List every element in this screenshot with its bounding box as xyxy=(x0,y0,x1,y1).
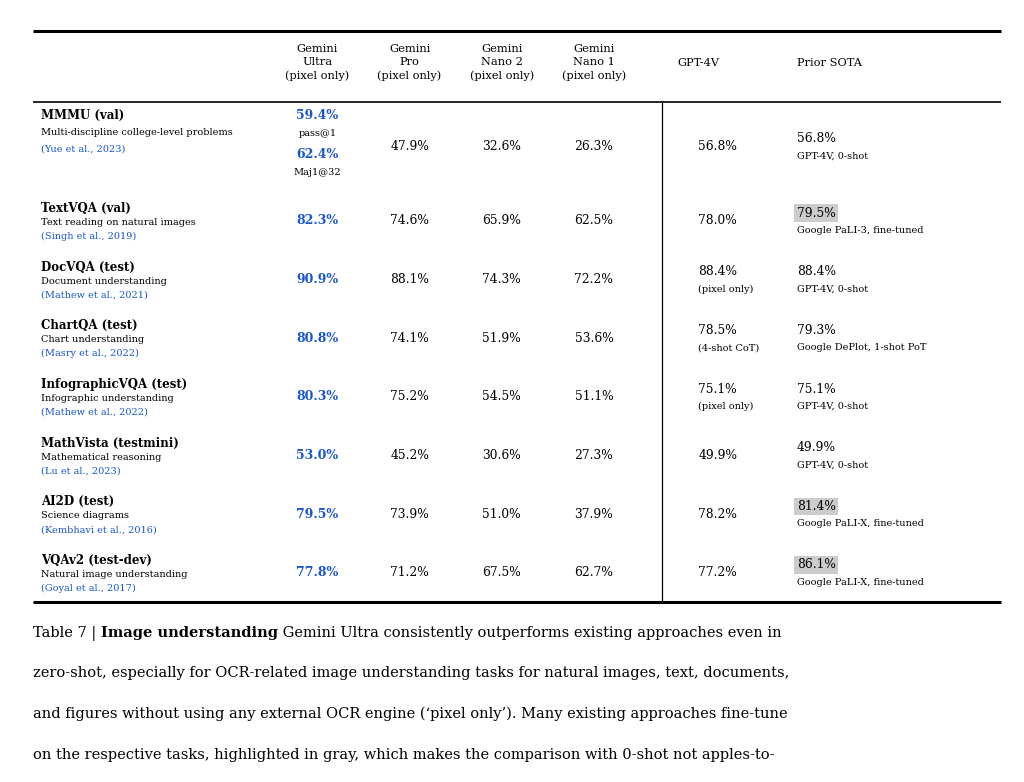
Text: (Singh et al., 2019): (Singh et al., 2019) xyxy=(41,232,136,241)
Text: 78.0%: 78.0% xyxy=(698,214,737,228)
Text: Gemini
Nano 2
(pixel only): Gemini Nano 2 (pixel only) xyxy=(470,45,534,81)
Text: 75.1%: 75.1% xyxy=(797,382,836,396)
Text: 53.0%: 53.0% xyxy=(296,449,339,462)
Text: 74.1%: 74.1% xyxy=(390,332,429,345)
Text: 78.5%: 78.5% xyxy=(698,324,737,337)
Text: (Lu et al., 2023): (Lu et al., 2023) xyxy=(41,467,121,475)
Text: Google DePlot, 1-shot PoT: Google DePlot, 1-shot PoT xyxy=(797,343,926,352)
Text: 53.6%: 53.6% xyxy=(574,332,613,345)
Text: GPT-4V, 0-shot: GPT-4V, 0-shot xyxy=(797,461,867,469)
Text: GPT-4V: GPT-4V xyxy=(677,58,720,67)
Text: (pixel only): (pixel only) xyxy=(698,402,754,411)
Text: 62.7%: 62.7% xyxy=(574,566,613,579)
Text: Prior SOTA: Prior SOTA xyxy=(797,58,861,67)
Text: 79.5%: 79.5% xyxy=(797,206,836,220)
Text: Gemini
Nano 1
(pixel only): Gemini Nano 1 (pixel only) xyxy=(562,45,626,81)
Text: (Mathew et al., 2022): (Mathew et al., 2022) xyxy=(41,408,147,417)
Text: GPT-4V, 0-shot: GPT-4V, 0-shot xyxy=(797,152,867,160)
Text: (Kembhavi et al., 2016): (Kembhavi et al., 2016) xyxy=(41,526,157,534)
Text: Google PaLI-3, fine-tuned: Google PaLI-3, fine-tuned xyxy=(797,226,924,235)
Text: 88.4%: 88.4% xyxy=(797,265,836,278)
Text: 49.9%: 49.9% xyxy=(797,441,836,454)
Text: 79.3%: 79.3% xyxy=(797,324,836,337)
Text: 49.9%: 49.9% xyxy=(698,449,737,462)
Text: 45.2%: 45.2% xyxy=(390,449,429,462)
Text: 37.9%: 37.9% xyxy=(574,508,613,521)
Text: Google PaLI-X, fine-tuned: Google PaLI-X, fine-tuned xyxy=(797,519,924,528)
Text: GPT-4V, 0-shot: GPT-4V, 0-shot xyxy=(797,402,867,411)
Text: 81.4%: 81.4% xyxy=(797,500,836,513)
Text: Gemini
Pro
(pixel only): Gemini Pro (pixel only) xyxy=(378,45,441,81)
Text: (4-shot CoT): (4-shot CoT) xyxy=(698,343,760,352)
Text: Science diagrams: Science diagrams xyxy=(41,511,129,520)
Text: Mathematical reasoning: Mathematical reasoning xyxy=(41,453,162,461)
Text: 75.1%: 75.1% xyxy=(698,382,737,396)
Text: 88.1%: 88.1% xyxy=(390,273,429,286)
Text: Gemini Ultra consistently outperforms existing approaches even in: Gemini Ultra consistently outperforms ex… xyxy=(278,626,781,640)
Text: 75.2%: 75.2% xyxy=(390,390,429,404)
Text: Natural image understanding: Natural image understanding xyxy=(41,570,187,579)
Text: Chart understanding: Chart understanding xyxy=(41,335,144,344)
Text: TextVQA (val): TextVQA (val) xyxy=(41,202,131,215)
Text: 51.1%: 51.1% xyxy=(574,390,613,404)
Text: VQAv2 (test-dev): VQAv2 (test-dev) xyxy=(41,554,152,567)
Text: (Goyal et al., 2017): (Goyal et al., 2017) xyxy=(41,584,136,593)
Text: 77.8%: 77.8% xyxy=(296,566,339,579)
Text: on the respective tasks, highlighted in gray, which makes the comparison with 0-: on the respective tasks, highlighted in … xyxy=(33,748,774,762)
Text: 77.2%: 77.2% xyxy=(698,566,737,579)
Text: 67.5%: 67.5% xyxy=(482,566,521,579)
Text: Infographic understanding: Infographic understanding xyxy=(41,394,174,403)
Text: zero-shot, especially for OCR-related image understanding tasks for natural imag: zero-shot, especially for OCR-related im… xyxy=(33,666,790,680)
Text: 82.3%: 82.3% xyxy=(296,214,339,228)
Text: 51.0%: 51.0% xyxy=(482,508,521,521)
Text: 80.3%: 80.3% xyxy=(296,390,339,404)
Text: Maj1@32: Maj1@32 xyxy=(294,167,341,177)
Text: 54.5%: 54.5% xyxy=(482,390,521,404)
Text: Google PaLI-X, fine-tuned: Google PaLI-X, fine-tuned xyxy=(797,578,924,586)
Text: DocVQA (test): DocVQA (test) xyxy=(41,260,135,274)
Text: 71.2%: 71.2% xyxy=(390,566,429,579)
Text: 51.9%: 51.9% xyxy=(482,332,521,345)
Text: pass@1: pass@1 xyxy=(298,129,337,138)
Text: Image understanding: Image understanding xyxy=(100,626,278,640)
Text: ChartQA (test): ChartQA (test) xyxy=(41,319,137,332)
Text: and figures without using any external OCR engine (‘pixel only’). Many existing : and figures without using any external O… xyxy=(33,707,787,721)
Text: 62.4%: 62.4% xyxy=(296,149,339,161)
Text: 88.4%: 88.4% xyxy=(698,265,737,278)
Text: 74.6%: 74.6% xyxy=(390,214,429,228)
Text: 27.3%: 27.3% xyxy=(574,449,613,462)
Text: Multi-discipline college-level problems: Multi-discipline college-level problems xyxy=(41,128,232,138)
Text: 62.5%: 62.5% xyxy=(574,214,613,228)
Text: (Masry et al., 2022): (Masry et al., 2022) xyxy=(41,350,139,358)
Text: 32.6%: 32.6% xyxy=(482,140,521,153)
Text: 56.8%: 56.8% xyxy=(698,140,737,153)
Text: InfographicVQA (test): InfographicVQA (test) xyxy=(41,378,187,391)
Text: MMMU (val): MMMU (val) xyxy=(41,109,124,122)
Text: 79.5%: 79.5% xyxy=(296,508,339,521)
Text: 47.9%: 47.9% xyxy=(390,140,429,153)
Text: 59.4%: 59.4% xyxy=(296,109,339,122)
Text: 30.6%: 30.6% xyxy=(482,449,521,462)
Text: 74.3%: 74.3% xyxy=(482,273,521,286)
Text: GPT-4V, 0-shot: GPT-4V, 0-shot xyxy=(797,285,867,293)
Text: Table 7 |: Table 7 | xyxy=(33,626,100,640)
Text: Document understanding: Document understanding xyxy=(41,277,167,285)
Text: (Mathew et al., 2021): (Mathew et al., 2021) xyxy=(41,291,147,300)
Text: 65.9%: 65.9% xyxy=(482,214,521,228)
Text: 78.2%: 78.2% xyxy=(698,508,737,521)
Text: 86.1%: 86.1% xyxy=(797,558,836,572)
Text: 26.3%: 26.3% xyxy=(574,140,613,153)
Text: 72.2%: 72.2% xyxy=(574,273,613,286)
Text: 73.9%: 73.9% xyxy=(390,508,429,521)
Text: 56.8%: 56.8% xyxy=(797,132,836,145)
Text: Gemini
Ultra
(pixel only): Gemini Ultra (pixel only) xyxy=(286,45,349,81)
Text: Text reading on natural images: Text reading on natural images xyxy=(41,218,196,227)
Text: 90.9%: 90.9% xyxy=(296,273,339,286)
Text: MathVista (testmini): MathVista (testmini) xyxy=(41,436,179,450)
Text: 80.8%: 80.8% xyxy=(296,332,339,345)
Text: (Yue et al., 2023): (Yue et al., 2023) xyxy=(41,144,125,153)
Text: (pixel only): (pixel only) xyxy=(698,285,754,293)
Text: AI2D (test): AI2D (test) xyxy=(41,495,115,508)
